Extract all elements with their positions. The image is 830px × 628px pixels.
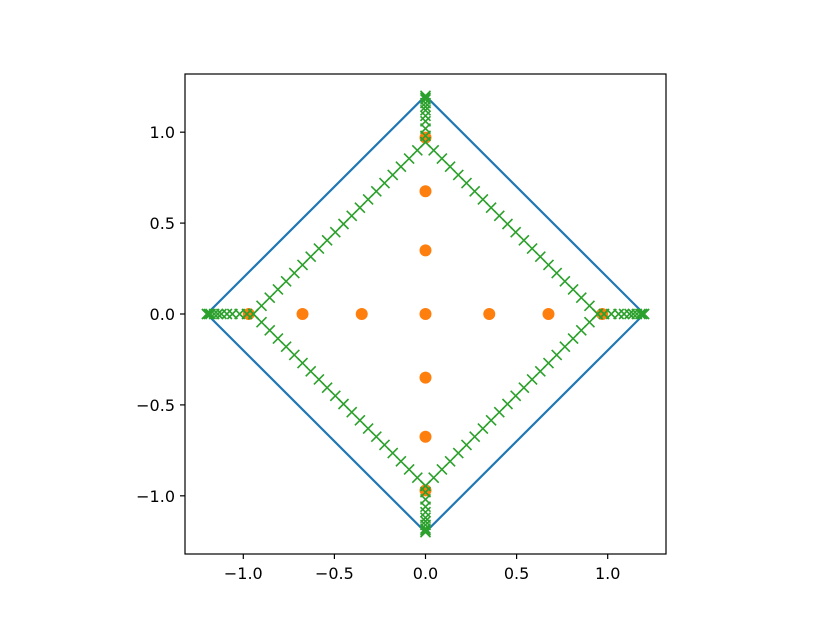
data-point-x-marker [419,115,432,127]
y-tick-label: 1.0 [150,123,175,142]
data-point [355,308,368,320]
x-tick-label: −1.0 [224,564,263,583]
data-point-x-marker [203,308,215,320]
y-tick-label: 0.0 [150,305,175,324]
data-point-x-marker [419,524,432,536]
data-point-x-marker [419,506,432,518]
x-tick-label: 0.0 [413,564,438,583]
data-point-x-marker [618,308,630,320]
data-point-x-marker [634,308,647,320]
data-point [242,308,255,320]
data-point-x-marker [201,308,213,320]
data-point-x-marker [419,526,432,538]
data-point-x-marker [638,308,650,320]
series-1-dot [242,131,609,497]
data-point-x-marker [221,308,233,320]
y-tick-label: −1.0 [136,487,175,506]
data-point-x-marker [419,501,432,513]
y-tick-label: −0.5 [136,396,175,415]
data-point [419,371,432,384]
data-point-x-marker [636,308,648,320]
data-point [419,308,432,320]
data-point [296,308,309,320]
data-point-x-marker [419,110,432,122]
x-axis: −1.0 −0.5 0.0 0.5 1.0 [224,554,620,583]
x-tick-label: 1.0 [595,564,620,583]
data-point [483,308,496,320]
data-point-x-marker [613,308,625,320]
series-2-x [201,90,650,538]
data-point [419,430,432,443]
y-axis: 1.0 0.5 0.0 −0.5 −1.0 [136,123,185,506]
data-point-x-marker [419,93,432,106]
data-point [419,484,432,497]
x-tick-label: −0.5 [315,564,354,583]
x-tick-label: 0.5 [504,564,529,583]
y-tick-label: 0.5 [150,214,175,233]
data-point-x-marker [204,308,217,320]
data-point [419,185,432,198]
data-point [596,308,609,320]
data-point [419,244,432,257]
data-point-x-marker [419,522,432,535]
data-point [419,131,432,144]
data-point-x-marker [419,92,432,104]
data-point-x-marker [419,90,432,102]
data-point [542,308,555,320]
series-layer [201,90,650,538]
data-point-x-marker [226,308,238,320]
